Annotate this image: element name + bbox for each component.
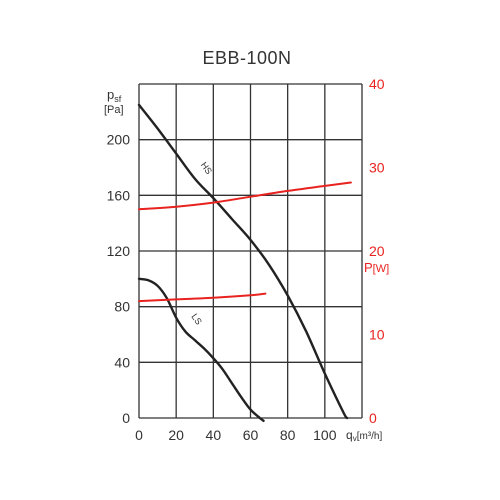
x-tick-label: 60 <box>243 427 259 443</box>
y-axis-label-left: psf <box>107 87 122 104</box>
tick-labels: 0 20 40 60 80 100 0 40 80 120 160 200 0 10 20 30 40 <box>107 76 385 443</box>
y-tick-label-right: 0 <box>369 410 377 426</box>
y-axis-label-left-main: p <box>107 87 114 102</box>
curve-label-hs: HS <box>199 160 214 176</box>
x-axis-label-sub: v <box>353 434 357 443</box>
y-axis-label-left-unit: [Pa] <box>104 104 124 116</box>
y-axis-label-right-unit: [W] <box>373 263 390 275</box>
y-tick-label-right: 20 <box>369 243 385 259</box>
y-axis-label-right-main: P <box>364 260 373 275</box>
y-tick-label-right: 30 <box>369 160 385 176</box>
x-axis-label: qv[m³/h] <box>346 428 382 443</box>
grid <box>138 83 363 419</box>
y-tick-label-left: 200 <box>107 132 131 148</box>
power-line-2 <box>138 181 352 211</box>
x-tick-label: 80 <box>280 427 296 443</box>
series-group <box>137 103 352 422</box>
y-tick-label-left: 0 <box>122 410 130 426</box>
series-hs-line <box>137 103 349 420</box>
y-tick-label-left: 160 <box>107 187 131 203</box>
x-axis-label-unit: [m³/h] <box>357 431 383 442</box>
x-tick-label: 100 <box>313 427 337 443</box>
y-tick-label-right: 10 <box>369 327 385 343</box>
x-axis-label-main: q <box>346 428 353 442</box>
x-tick-label: 0 <box>135 427 143 443</box>
y-tick-label-right: 40 <box>369 76 385 92</box>
x-tick-label: 20 <box>168 427 184 443</box>
y-tick-label-left: 40 <box>114 354 130 370</box>
power-line-3 <box>138 292 267 303</box>
curve-label-ls: LS <box>189 312 204 327</box>
y-tick-label-left: 120 <box>107 243 131 259</box>
chart-title: EBB-100N <box>202 48 291 68</box>
series-ls-line <box>137 277 265 422</box>
y-axis-label-right: P[W] <box>364 260 389 275</box>
x-tick-label: 40 <box>206 427 222 443</box>
y-tick-label-left: 80 <box>114 299 130 315</box>
y-axis-label-left-sub: sf <box>114 94 122 104</box>
